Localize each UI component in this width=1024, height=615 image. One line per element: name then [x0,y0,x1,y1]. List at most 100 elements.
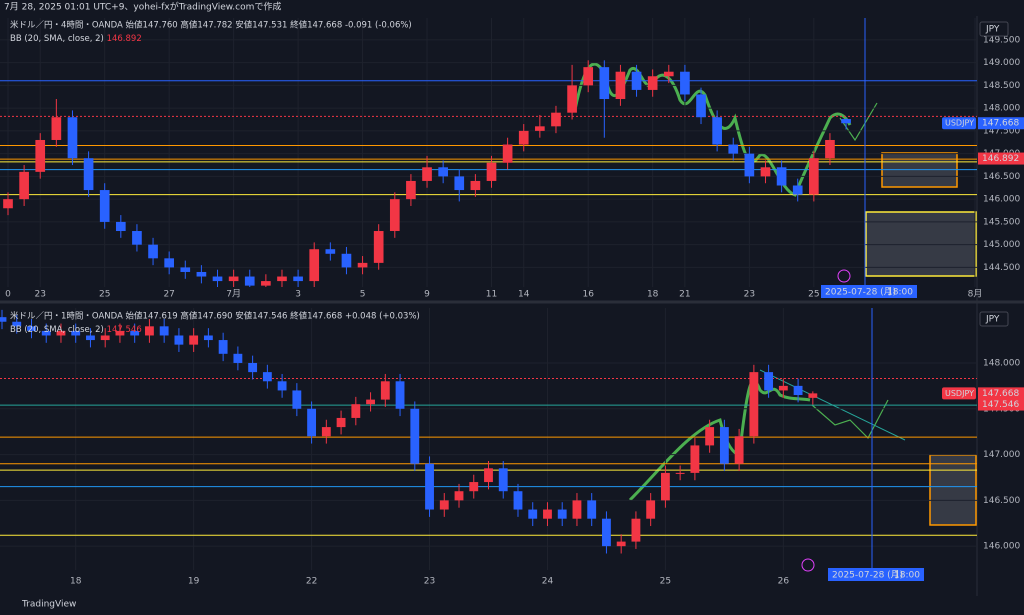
candle-body [734,436,744,464]
candle-body [712,117,722,145]
x-tick-label: 7月 [226,289,241,300]
candle-body [145,326,154,336]
candle-body [321,427,331,437]
candle-body [83,158,94,191]
x-tick-label: 0 [5,290,11,300]
plot-area [0,18,977,287]
indicator-value: 146.892 [107,34,142,44]
event-icon[interactable] [801,558,815,572]
candle-body [132,231,142,245]
y-tick-label: 146.000 [983,542,1020,552]
candle-body [572,500,582,519]
candle-body [99,190,110,222]
candle-body [35,139,46,172]
candle-body [148,244,158,259]
candle-body [660,472,670,501]
candle-body [380,381,390,400]
x-tick-label: 18 [647,290,659,300]
candle-body [557,509,567,519]
candle-body [518,130,529,145]
price-tag: 147.546 [982,400,1019,410]
candle-body [12,321,22,327]
candle-body [366,399,375,405]
candle-body [262,372,272,382]
x-tick-label: 8月 [968,289,983,300]
event-icon[interactable] [837,269,851,283]
candle-body [551,112,561,127]
candle-body [663,71,674,77]
candle-body [373,231,384,263]
candle-body [599,67,610,100]
candle-body [631,518,641,542]
candle-body [67,117,78,159]
candle-body [130,330,140,336]
x-tick-label: 14 [518,290,530,300]
candle-body [159,326,169,336]
y-tick-label: 144.500 [983,263,1020,273]
candle-body [502,144,513,163]
zone-box [929,454,977,526]
candle-body [174,335,184,345]
candle-body [778,385,788,391]
candle-body [841,119,851,124]
candle-body [100,335,110,341]
candle-body [261,281,271,286]
candle-body [776,167,787,186]
candle-body [341,253,352,268]
candle-body [454,491,464,501]
candle-body [675,472,685,474]
currency-box [979,21,1009,37]
candle-body [690,445,700,473]
candle-body [764,372,774,391]
candle-body [410,408,420,464]
candle-body [583,67,594,86]
price-tag: 147.668 [982,389,1019,399]
candle-body [115,330,125,336]
indicator-value: 147.546 [107,325,142,335]
candle-body [196,271,207,277]
candle-body [71,330,81,336]
currency: JPY [985,315,1000,325]
candle-body [86,335,95,341]
candle-body [680,71,690,95]
symbol-tag: USDJPY [945,389,974,398]
candle-body [528,509,538,519]
crosshair-time: 18:00 [894,571,920,581]
indicator-name: BB (20, SMA, close, 2) [10,34,104,44]
x-tick-label: 25 [808,290,819,300]
y-tick-label: 147.000 [983,450,1020,460]
y-tick-label: 148.500 [983,81,1020,91]
candle-body [439,500,449,510]
candle-body [406,180,416,200]
legend: 米ドル／円・4時間・OANDA 始値147.760 高値147.782 安値14… [10,20,412,31]
symbol-tag-box [942,387,976,400]
candle-body [56,330,66,336]
x-tick-label: 27 [163,290,174,300]
candle-body [277,381,287,391]
candle-body [705,427,715,446]
candle-body [719,427,729,464]
y-tick-label: 149.500 [983,35,1020,45]
x-tick-label: 16 [582,290,594,300]
candle-body [744,153,755,177]
indicator-legend: BB (20, SMA, close, 2) 147.546 [10,325,142,335]
candle-body [164,258,175,268]
x-tick-label: 21 [679,290,690,300]
x-tick-label: 19 [188,577,200,587]
price-tag: 147.668 [982,119,1019,129]
candle-body [0,317,7,322]
x-tick-label: 24 [542,577,554,587]
crosshair-date: 2025-07-28 (月) [832,570,903,581]
candle-body [389,199,400,232]
candle-body [484,468,493,483]
candle-body [189,335,199,345]
candle-body [293,276,303,282]
legend: 米ドル／円・1時間・OANDA 始値147.619 高値147.690 安値14… [10,311,420,322]
candle-body [749,372,759,437]
crosshair-date: 2025-07-28 (月) [825,287,896,298]
candle-body [325,249,336,254]
candle-body [616,541,626,547]
candle-body [3,199,13,209]
